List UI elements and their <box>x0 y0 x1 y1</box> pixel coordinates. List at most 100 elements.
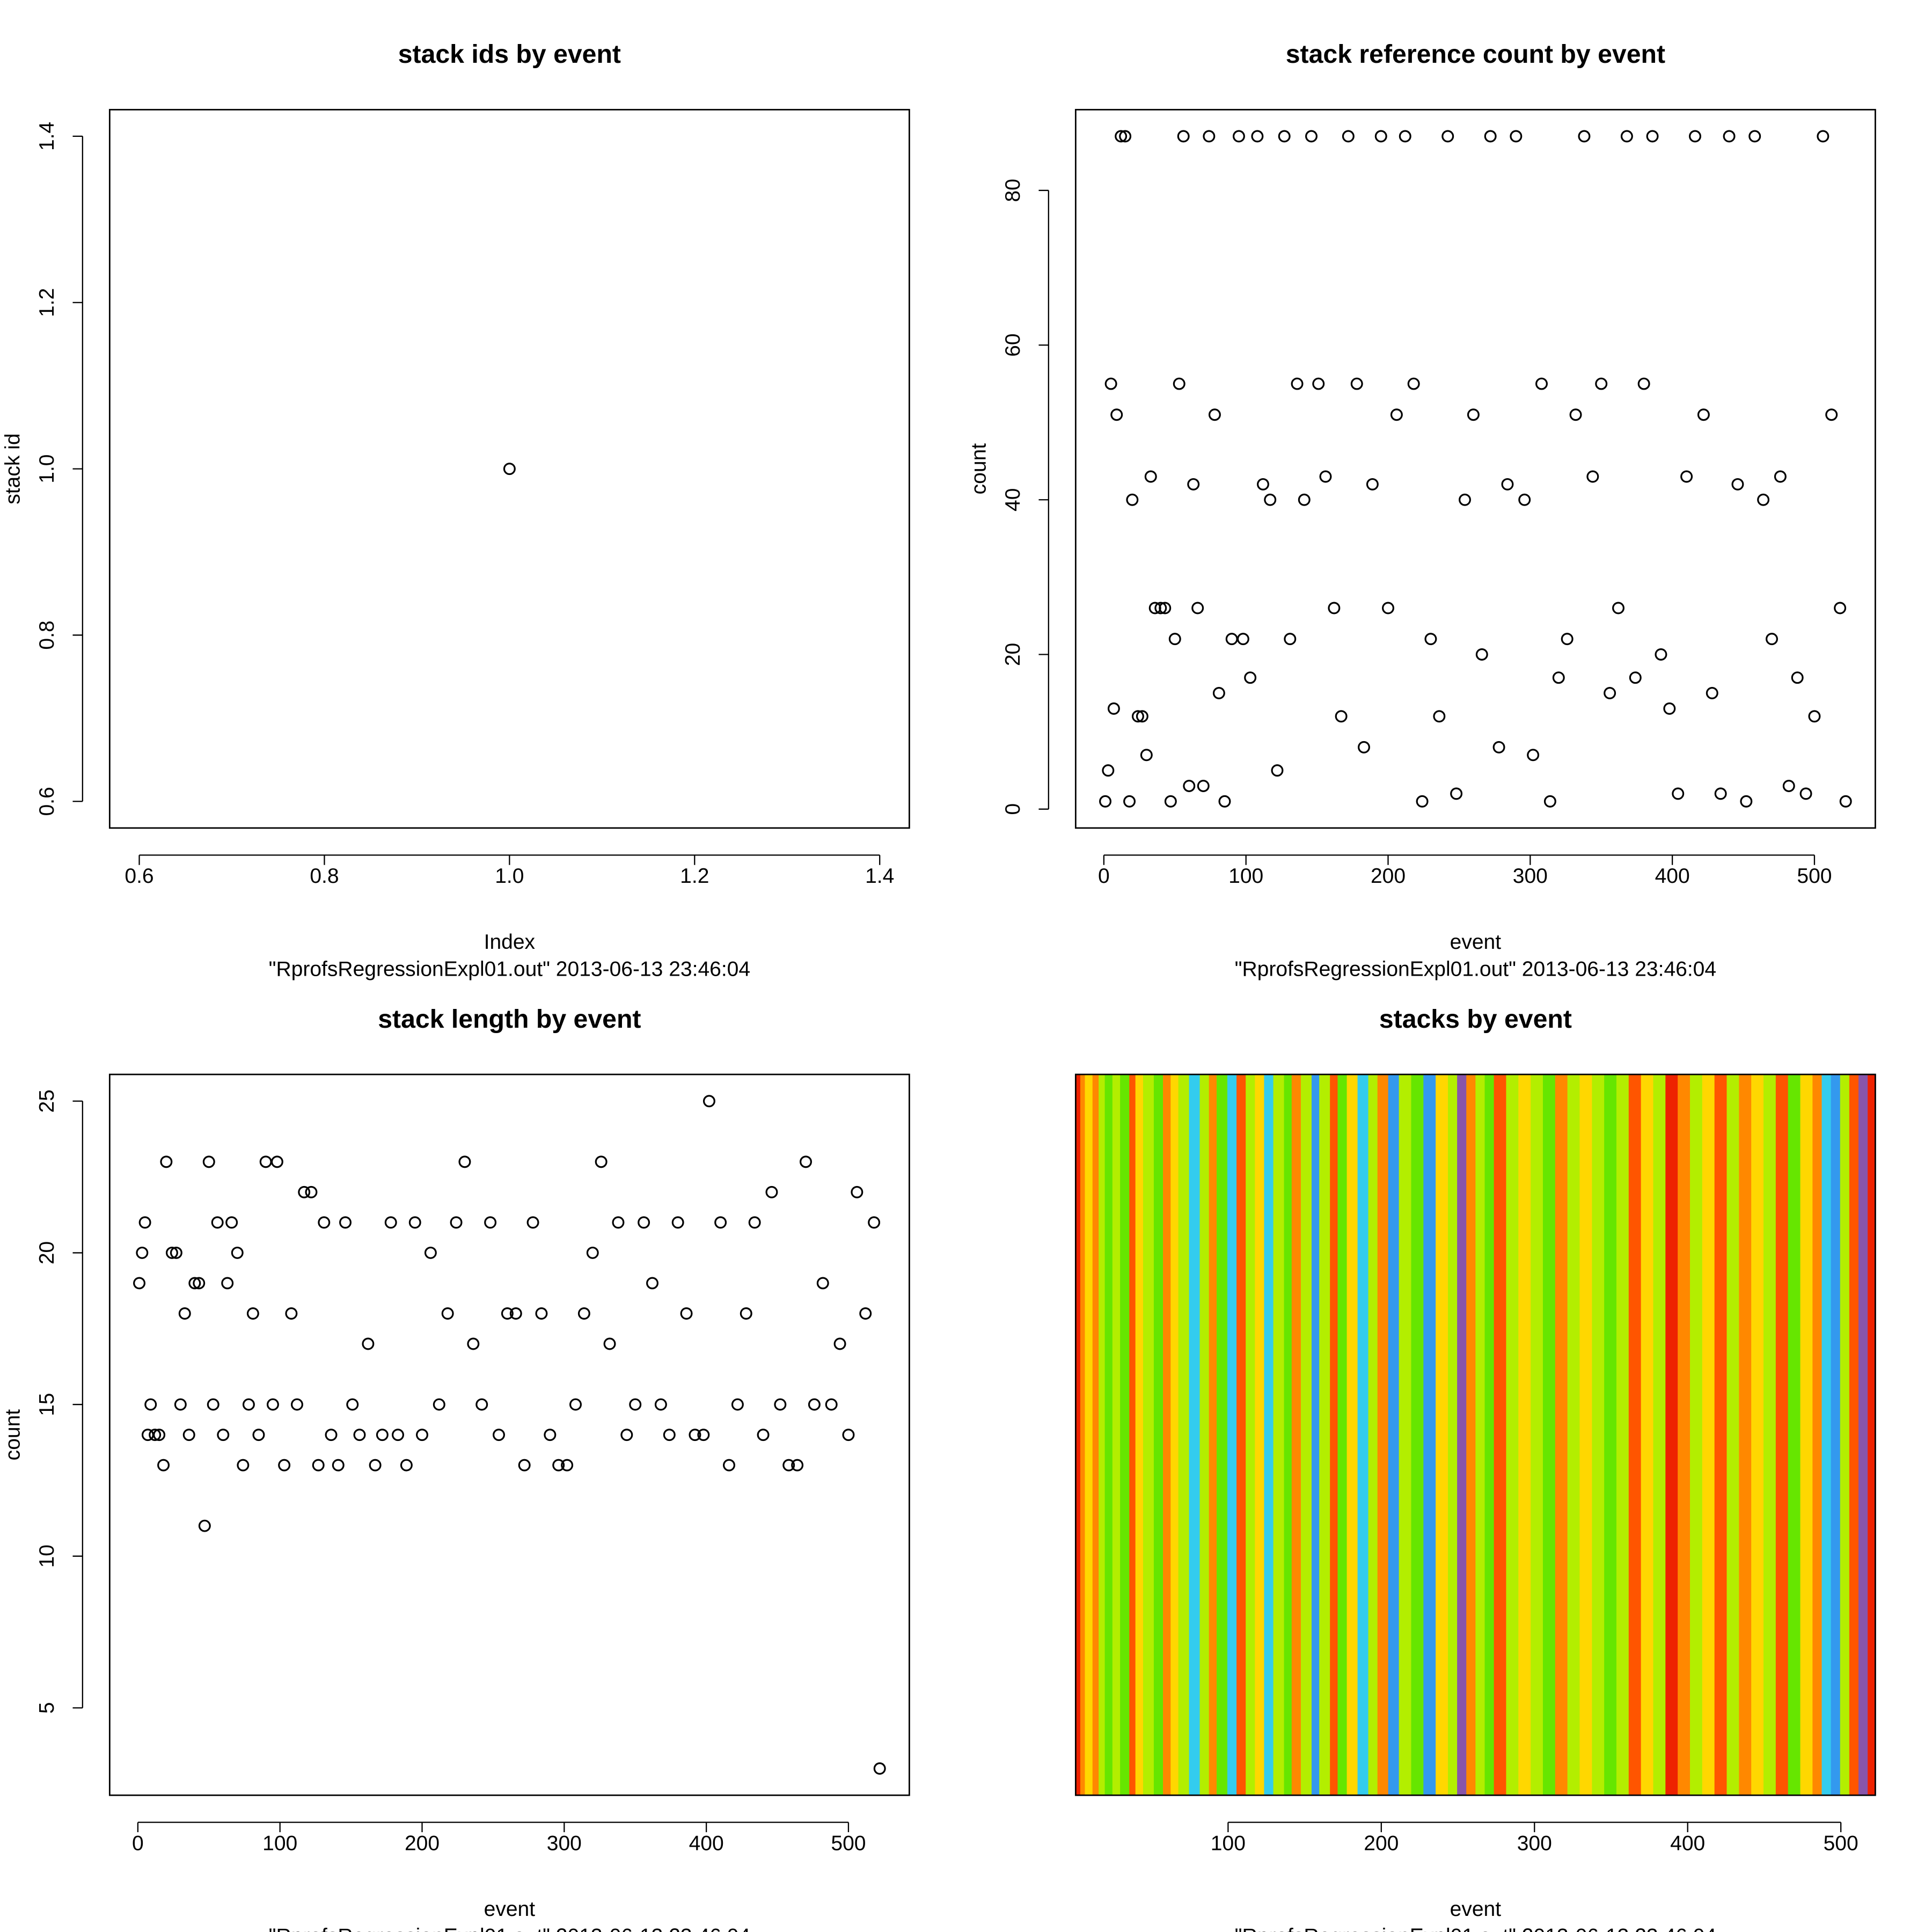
point <box>1218 795 1231 808</box>
y-tick-label: 40 <box>1001 488 1024 511</box>
point <box>211 1216 224 1229</box>
y-tick-label: 0.8 <box>35 620 58 649</box>
point <box>285 1307 298 1320</box>
x-tick-label: 500 <box>1824 1832 1858 1855</box>
stripe <box>1494 1074 1507 1796</box>
point <box>1663 702 1676 715</box>
stripe <box>1653 1074 1666 1796</box>
point <box>552 1459 565 1472</box>
point <box>868 1216 881 1229</box>
stripe <box>1665 1074 1678 1796</box>
x-axis-label: event <box>1450 1898 1502 1921</box>
point <box>1123 795 1136 808</box>
point <box>702 1095 715 1108</box>
stripe <box>1209 1074 1217 1796</box>
point <box>1173 377 1185 390</box>
x-axis-label: event <box>484 1898 536 1921</box>
point <box>731 1398 744 1411</box>
point <box>1099 795 1112 808</box>
point <box>353 1429 366 1441</box>
y-tick-label: 1.0 <box>35 454 58 483</box>
stripe <box>1178 1074 1190 1796</box>
point <box>1757 493 1770 506</box>
point <box>1244 671 1257 684</box>
point <box>1284 633 1297 646</box>
stripe <box>1189 1074 1201 1796</box>
y-axis-label: stack id <box>2 433 25 504</box>
point <box>825 1398 838 1411</box>
x-tick-label: 200 <box>405 1832 440 1855</box>
plot-frame <box>1074 108 1876 829</box>
point <box>1328 602 1341 614</box>
point <box>1126 493 1139 506</box>
point <box>1390 408 1403 421</box>
point <box>646 1277 658 1290</box>
point <box>237 1459 250 1472</box>
point <box>586 1246 599 1259</box>
point <box>1104 377 1117 390</box>
stripe <box>1216 1074 1228 1796</box>
y-tick-label: 0.6 <box>35 787 58 816</box>
point <box>270 1155 283 1168</box>
stripe <box>1763 1074 1776 1796</box>
stripe <box>1085 1074 1093 1796</box>
point <box>535 1307 548 1320</box>
point <box>1251 130 1264 143</box>
x-tick-label: 100 <box>1211 1832 1246 1855</box>
x-tick-label: 0.8 <box>310 865 339 888</box>
point <box>1569 408 1582 421</box>
subtitle: "RprofsRegressionExpl01.out" 2013-06-13 … <box>269 957 750 980</box>
stripe <box>1475 1074 1485 1796</box>
stripe <box>1300 1074 1312 1796</box>
point <box>339 1216 352 1229</box>
point <box>1552 671 1565 684</box>
stripe <box>1821 1074 1832 1796</box>
point <box>475 1398 488 1411</box>
stripe <box>1104 1074 1113 1796</box>
stripe <box>1337 1074 1348 1796</box>
point <box>1191 602 1204 614</box>
stripe <box>1641 1074 1654 1796</box>
point <box>1766 633 1778 646</box>
stripe <box>1567 1074 1580 1796</box>
point <box>654 1398 667 1411</box>
point <box>526 1216 539 1229</box>
point <box>1714 787 1727 800</box>
stripe <box>1484 1074 1495 1796</box>
point <box>800 1155 812 1168</box>
point <box>816 1277 829 1290</box>
x-tick-label: 300 <box>1517 1832 1552 1855</box>
point <box>290 1398 303 1411</box>
plot-frame <box>108 108 910 829</box>
x-tick-label: 100 <box>262 1832 297 1855</box>
point <box>1154 602 1167 614</box>
point <box>392 1429 404 1441</box>
stripe <box>1236 1074 1246 1796</box>
x-tick-label: 0 <box>132 1832 144 1855</box>
point <box>266 1398 279 1411</box>
point <box>178 1307 191 1320</box>
stripe <box>1447 1074 1458 1796</box>
point <box>298 1185 311 1198</box>
point <box>400 1459 413 1472</box>
point <box>153 1429 166 1441</box>
point <box>174 1398 187 1411</box>
stripe <box>1726 1074 1740 1796</box>
point <box>1604 687 1616 700</box>
point <box>193 1277 206 1290</box>
point <box>1187 478 1200 491</box>
point <box>1197 779 1210 792</box>
point <box>1629 671 1642 684</box>
stripe <box>1199 1074 1210 1796</box>
point <box>1212 687 1225 700</box>
point <box>501 1307 514 1320</box>
stripe <box>1099 1074 1106 1796</box>
stripe <box>1858 1074 1868 1796</box>
stripe <box>1291 1074 1301 1796</box>
point <box>202 1155 215 1168</box>
point <box>1232 130 1245 143</box>
point <box>252 1429 265 1441</box>
point <box>1799 787 1812 800</box>
point <box>1342 130 1355 143</box>
stripe <box>1457 1074 1467 1796</box>
